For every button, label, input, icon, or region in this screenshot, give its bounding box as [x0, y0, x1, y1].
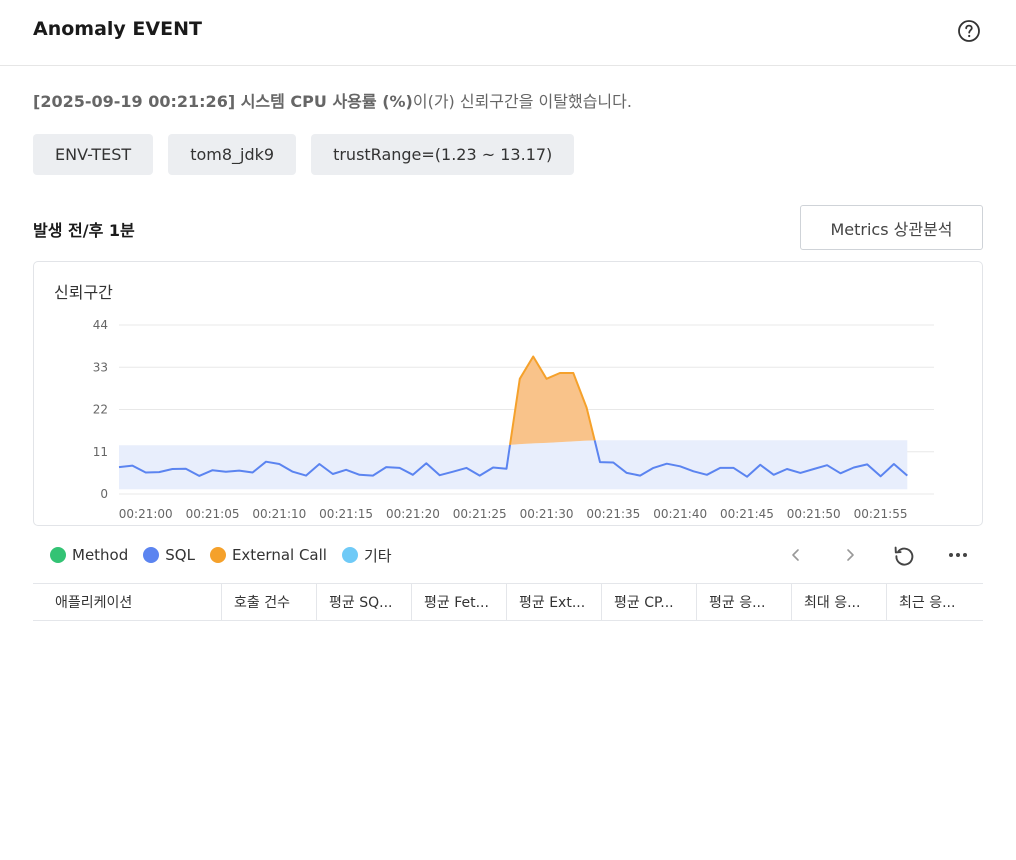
x-tick-label: 00:21:15 — [319, 507, 373, 521]
legend-dot-external-call — [209, 547, 226, 563]
trust-range-band — [119, 440, 908, 490]
legend-label-other: 기타 — [363, 546, 392, 565]
help-icon[interactable] — [957, 19, 981, 43]
x-tick-label: 00:21:55 — [854, 507, 908, 521]
column-header-application[interactable]: 애플리케이션 — [33, 584, 222, 620]
column-header-avg-cpu[interactable]: 평균 CP... — [602, 584, 697, 620]
chart-title: 신뢰구간 — [54, 283, 113, 302]
x-tick-label: 00:21:30 — [520, 507, 574, 521]
legend-item-sql[interactable]: SQL — [143, 546, 195, 564]
y-tick-label: 0 — [100, 487, 108, 501]
anomaly-line — [509, 355, 596, 446]
line-layer — [118, 355, 908, 478]
tag-environment: ENV-TEST — [33, 134, 154, 175]
legend-label-external-call: External Call — [231, 546, 327, 564]
legend-label-sql: SQL — [165, 546, 195, 564]
x-tick-label: 00:21:20 — [386, 507, 440, 521]
metrics-correlation-button[interactable]: Metrics 상관분석 — [800, 205, 983, 250]
series-line — [593, 440, 908, 478]
x-tick-label: 00:21:10 — [252, 507, 306, 521]
y-tick-label: 44 — [93, 318, 108, 332]
x-axis-ticks: 00:21:00 00:21:05 00:21:10 00:21:15 00:21:20… — [119, 507, 908, 521]
anomaly-message-text: 이(가) 신뢰구간을 이탈했습니다. — [412, 92, 632, 111]
column-header-avg-sql[interactable]: 평균 SQ... — [317, 584, 412, 620]
legend-dot-other — [341, 547, 358, 563]
legend-label-method: Method — [72, 546, 129, 564]
x-tick-label: 00:21:50 — [787, 507, 841, 521]
column-header-avg-fetch[interactable]: 평균 Fet... — [412, 584, 507, 620]
tag-list: ENV-TEST tom8_jdk9 trustRange=(1.23 ~ 13… — [33, 134, 575, 175]
y-tick-label: 22 — [93, 403, 108, 417]
legend-item-method[interactable]: Method — [50, 546, 128, 564]
anomaly-message: [2025-09-19 00:21:26] 시스템 CPU 사용률 (%)이(가… — [33, 88, 632, 112]
x-tick-label: 00:21:45 — [720, 507, 774, 521]
column-header-avg-response[interactable]: 평균 응... — [697, 584, 792, 620]
x-tick-label: 00:21:35 — [586, 507, 640, 521]
anomaly-message-highlight: [2025-09-19 00:21:26] 시스템 CPU 사용률 (%) — [33, 92, 413, 111]
table-header: 애플리케이션 호출 건수 평균 SQ... 평균 Fet... 평균 Ext..… — [33, 583, 983, 621]
section-title: 발생 전/후 1분 — [33, 221, 135, 240]
anomaly-layer — [510, 356, 595, 445]
tag-agent: tom8_jdk9 — [168, 134, 297, 175]
x-tick-label: 00:21:00 — [119, 507, 173, 521]
anomaly-area — [510, 356, 595, 445]
y-tick-label: 33 — [93, 360, 108, 374]
column-header-avg-external[interactable]: 평균 Ext... — [507, 584, 602, 620]
chart-card: 신뢰구간 0 11 22 33 44 00:21:00 00:21:05 00:21:10 0… — [33, 261, 983, 526]
series-line — [118, 444, 511, 477]
band-layer — [119, 440, 908, 490]
y-axis-ticks: 0 11 22 33 44 — [93, 318, 108, 501]
tag-trust-range: trustRange=(1.23 ~ 13.17) — [311, 134, 575, 175]
chevron-left-icon[interactable] — [783, 542, 809, 568]
refresh-icon[interactable] — [891, 542, 917, 568]
panel-title: Anomaly EVENT — [33, 18, 202, 40]
x-tick-label: 00:21:25 — [453, 507, 507, 521]
legend-item-external-call[interactable]: External Call — [209, 546, 327, 564]
x-tick-label: 00:21:40 — [653, 507, 707, 521]
legend-dot-sql — [143, 547, 160, 563]
x-tick-label: 00:21:05 — [186, 507, 240, 521]
panel-header: Anomaly EVENT — [0, 0, 1016, 66]
more-horizontal-icon[interactable] — [945, 542, 971, 568]
legend-item-other[interactable]: 기타 — [341, 545, 392, 566]
column-header-recent-response[interactable]: 최근 응... — [899, 595, 956, 611]
table-toolbar — [783, 542, 983, 568]
legend-dot-method — [50, 547, 66, 563]
chart-legend: Method SQL External Call 기타 — [50, 544, 392, 566]
y-tick-label: 11 — [93, 445, 108, 459]
column-header-call-count[interactable]: 호출 건수 — [222, 584, 317, 620]
chevron-right-icon[interactable] — [837, 542, 863, 568]
column-header-max-response[interactable]: 최대 응... — [792, 584, 887, 620]
